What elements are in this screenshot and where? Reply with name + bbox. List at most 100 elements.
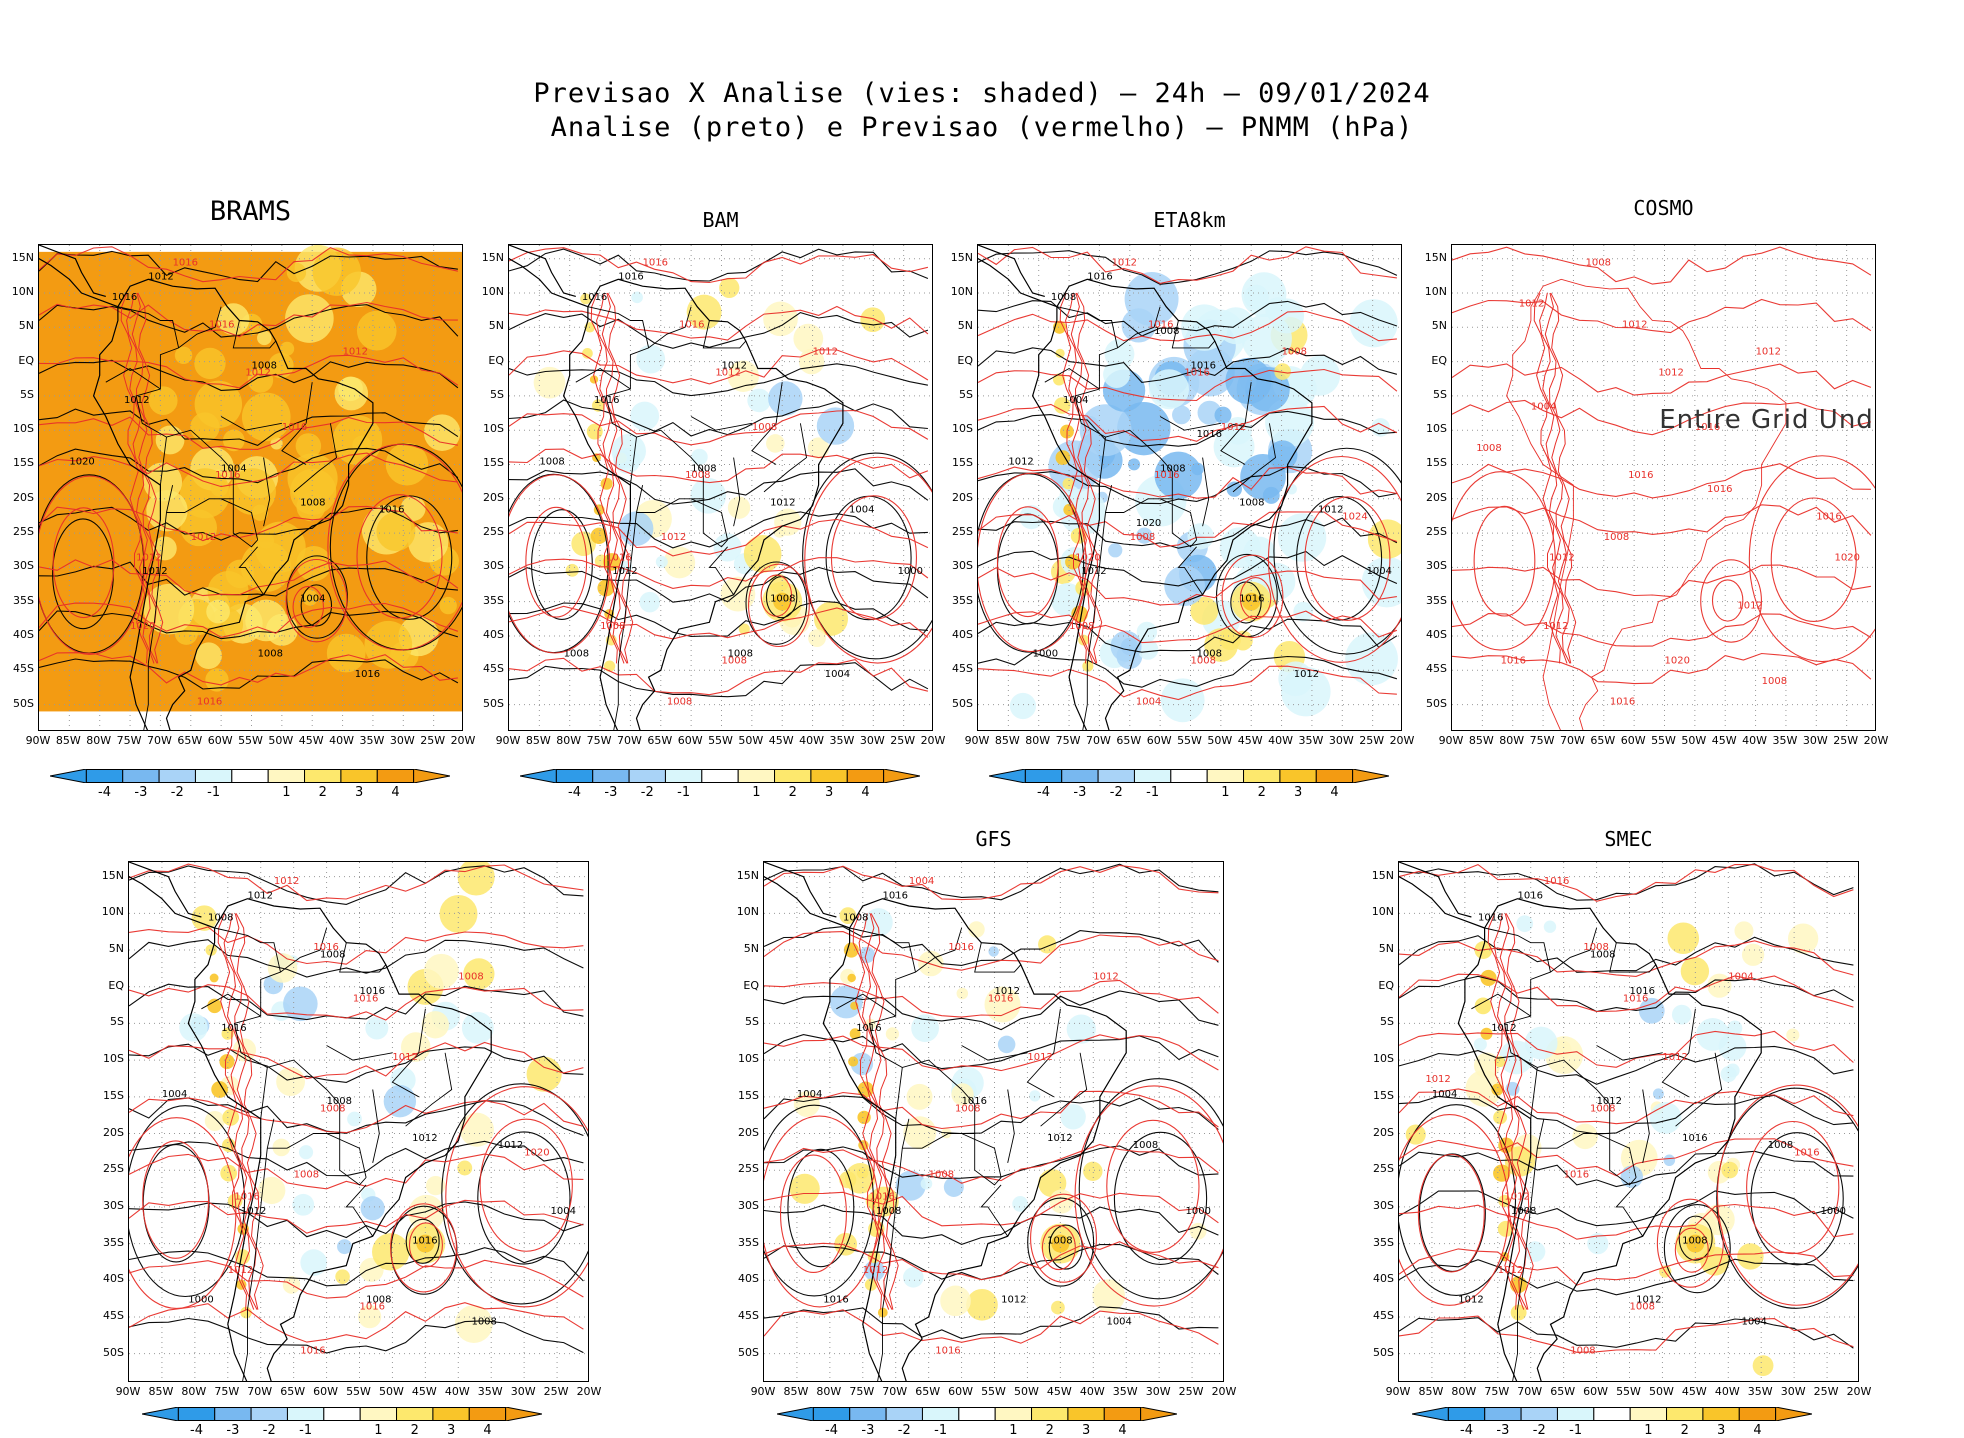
contour-label: 1012 <box>1549 553 1574 564</box>
isobar <box>764 979 1219 1018</box>
bias-cell <box>839 907 857 924</box>
contour-label: 1008 <box>300 498 325 509</box>
bias-cell <box>1473 1037 1487 1051</box>
country-border <box>105 367 161 390</box>
andes-contour <box>1539 292 1568 664</box>
contour-label: 1008 <box>691 463 716 474</box>
lat-tick-label: 45S <box>738 1308 759 1322</box>
isobar <box>764 1241 1219 1281</box>
isobar-closed <box>1674 1227 1709 1273</box>
cosmo-panel-svg: 1012 1016 1008 1012 1016 1012 1008 1012 1016 1012… <box>1452 245 1875 730</box>
contour-label: 1008 <box>252 360 277 371</box>
contour-label: 1012 <box>612 566 637 577</box>
lon-tick-label: 60W <box>1146 734 1172 747</box>
lon-tick-label: 45W <box>1681 1385 1707 1398</box>
contour-label: 1004 <box>1728 971 1753 982</box>
lon-tick-label: 85W <box>994 734 1020 747</box>
lat-tick-label: 40S <box>952 627 973 641</box>
bias-cell <box>1361 556 1401 608</box>
lat-tick-label: 10S <box>738 1052 759 1066</box>
contour-label: 1016 <box>1478 913 1503 924</box>
lon-tick-label: 25W <box>1178 1385 1204 1398</box>
isobar <box>129 1043 584 1083</box>
lon-tick-label: 25W <box>1813 1385 1839 1398</box>
lon-tick-label: 35W <box>477 1385 503 1398</box>
lat-tick-label: 25S <box>103 1162 124 1176</box>
contour-label: 1008 <box>294 1170 319 1181</box>
isobar <box>129 1259 584 1299</box>
isobar-closed <box>1304 496 1391 621</box>
country-border <box>1471 993 1531 1017</box>
lat-tick-label: 35S <box>738 1235 759 1249</box>
lon-tick-label: 30W <box>1328 734 1354 747</box>
country-border <box>877 1118 910 1381</box>
isobar-closed <box>830 495 918 620</box>
contour-label: 1012 <box>1756 347 1781 358</box>
bias-cell <box>1063 503 1076 516</box>
lon-tick-label: 75W <box>214 1385 240 1398</box>
bias-cell <box>1345 632 1398 686</box>
bias-cell <box>1278 513 1327 562</box>
country-border <box>233 927 328 1068</box>
contour-label: 1016 <box>869 1192 894 1203</box>
country-border <box>751 382 783 465</box>
country-border <box>702 498 728 548</box>
contour-label: 1016 <box>935 1346 960 1357</box>
lon-tick-label: 20W <box>1863 734 1889 747</box>
colorbar-swatch <box>1629 1407 1668 1421</box>
colorbar-label: -3 <box>134 785 148 800</box>
lon-tick-label: 70W <box>146 734 172 747</box>
lat-tick-label: 50S <box>483 696 504 710</box>
contour-label: 1020 <box>69 456 94 467</box>
isobar <box>509 605 929 640</box>
unnamed-panel-bias-shading <box>179 862 562 1343</box>
contour-label: 1008 <box>1130 532 1155 543</box>
contour-label: 1008 <box>1762 676 1787 687</box>
bias-cell <box>1786 1028 1800 1042</box>
lat-tick-label: 50S <box>103 1345 124 1359</box>
colorbar-label: -2 <box>170 785 184 800</box>
bias-cell <box>459 1112 494 1147</box>
lon-tick-label: 65W <box>1116 734 1142 747</box>
colorbar-label: 4 <box>483 1423 492 1438</box>
colorbar-label: 1 <box>374 1423 383 1438</box>
lon-tick-label: 35W <box>1298 734 1324 747</box>
bias-cell <box>719 277 740 298</box>
contour-label: 1012 <box>191 532 216 543</box>
bias-cell <box>1524 1026 1558 1060</box>
lat-tick-label: 15N <box>736 868 759 882</box>
bias-cell <box>1524 1241 1546 1262</box>
bam-panel-map: 1016 1012 1008 1012 1008 1004 1008 1016 1016 1012… <box>508 244 933 731</box>
isobar-closed <box>405 1218 440 1264</box>
lon-tick-label: 60W <box>1620 734 1646 747</box>
bias-cell <box>603 660 616 672</box>
bias-cell <box>400 1032 431 1062</box>
bias-cell <box>1265 397 1315 447</box>
contour-label: 1016 <box>679 319 704 330</box>
isobar-closed <box>1273 447 1401 655</box>
colorbar-label: -4 <box>1037 785 1051 800</box>
isobar <box>764 1034 1219 1072</box>
isobar-closed <box>745 561 808 645</box>
colorbar-swatch <box>1061 769 1099 783</box>
country-border <box>242 1118 275 1381</box>
contour-label: 1020 <box>1075 553 1100 564</box>
bam-panel-andes-contours <box>590 292 634 664</box>
smec-panel-analysis-isobars <box>1399 863 1858 1349</box>
bias-cell <box>247 367 274 393</box>
bias-cell <box>860 307 886 333</box>
andes-contour <box>607 292 634 664</box>
isobar-closed <box>764 1115 880 1308</box>
contour-label: 1004 <box>550 1206 575 1217</box>
bias-cell <box>195 642 222 670</box>
bias-cell <box>580 293 592 305</box>
bias-cell <box>276 1067 306 1096</box>
lon-tick-label: 60W <box>677 734 703 747</box>
country-border <box>980 1184 1009 1237</box>
lon-tick-label: 80W <box>1499 734 1525 747</box>
contour-label: 1008 <box>564 649 589 660</box>
lon-tick-label: 35W <box>1747 1385 1773 1398</box>
lat-tick-label: 30S <box>13 559 34 573</box>
contour-label: 1000 <box>188 1294 213 1305</box>
lon-tick-label: 65W <box>280 1385 306 1398</box>
